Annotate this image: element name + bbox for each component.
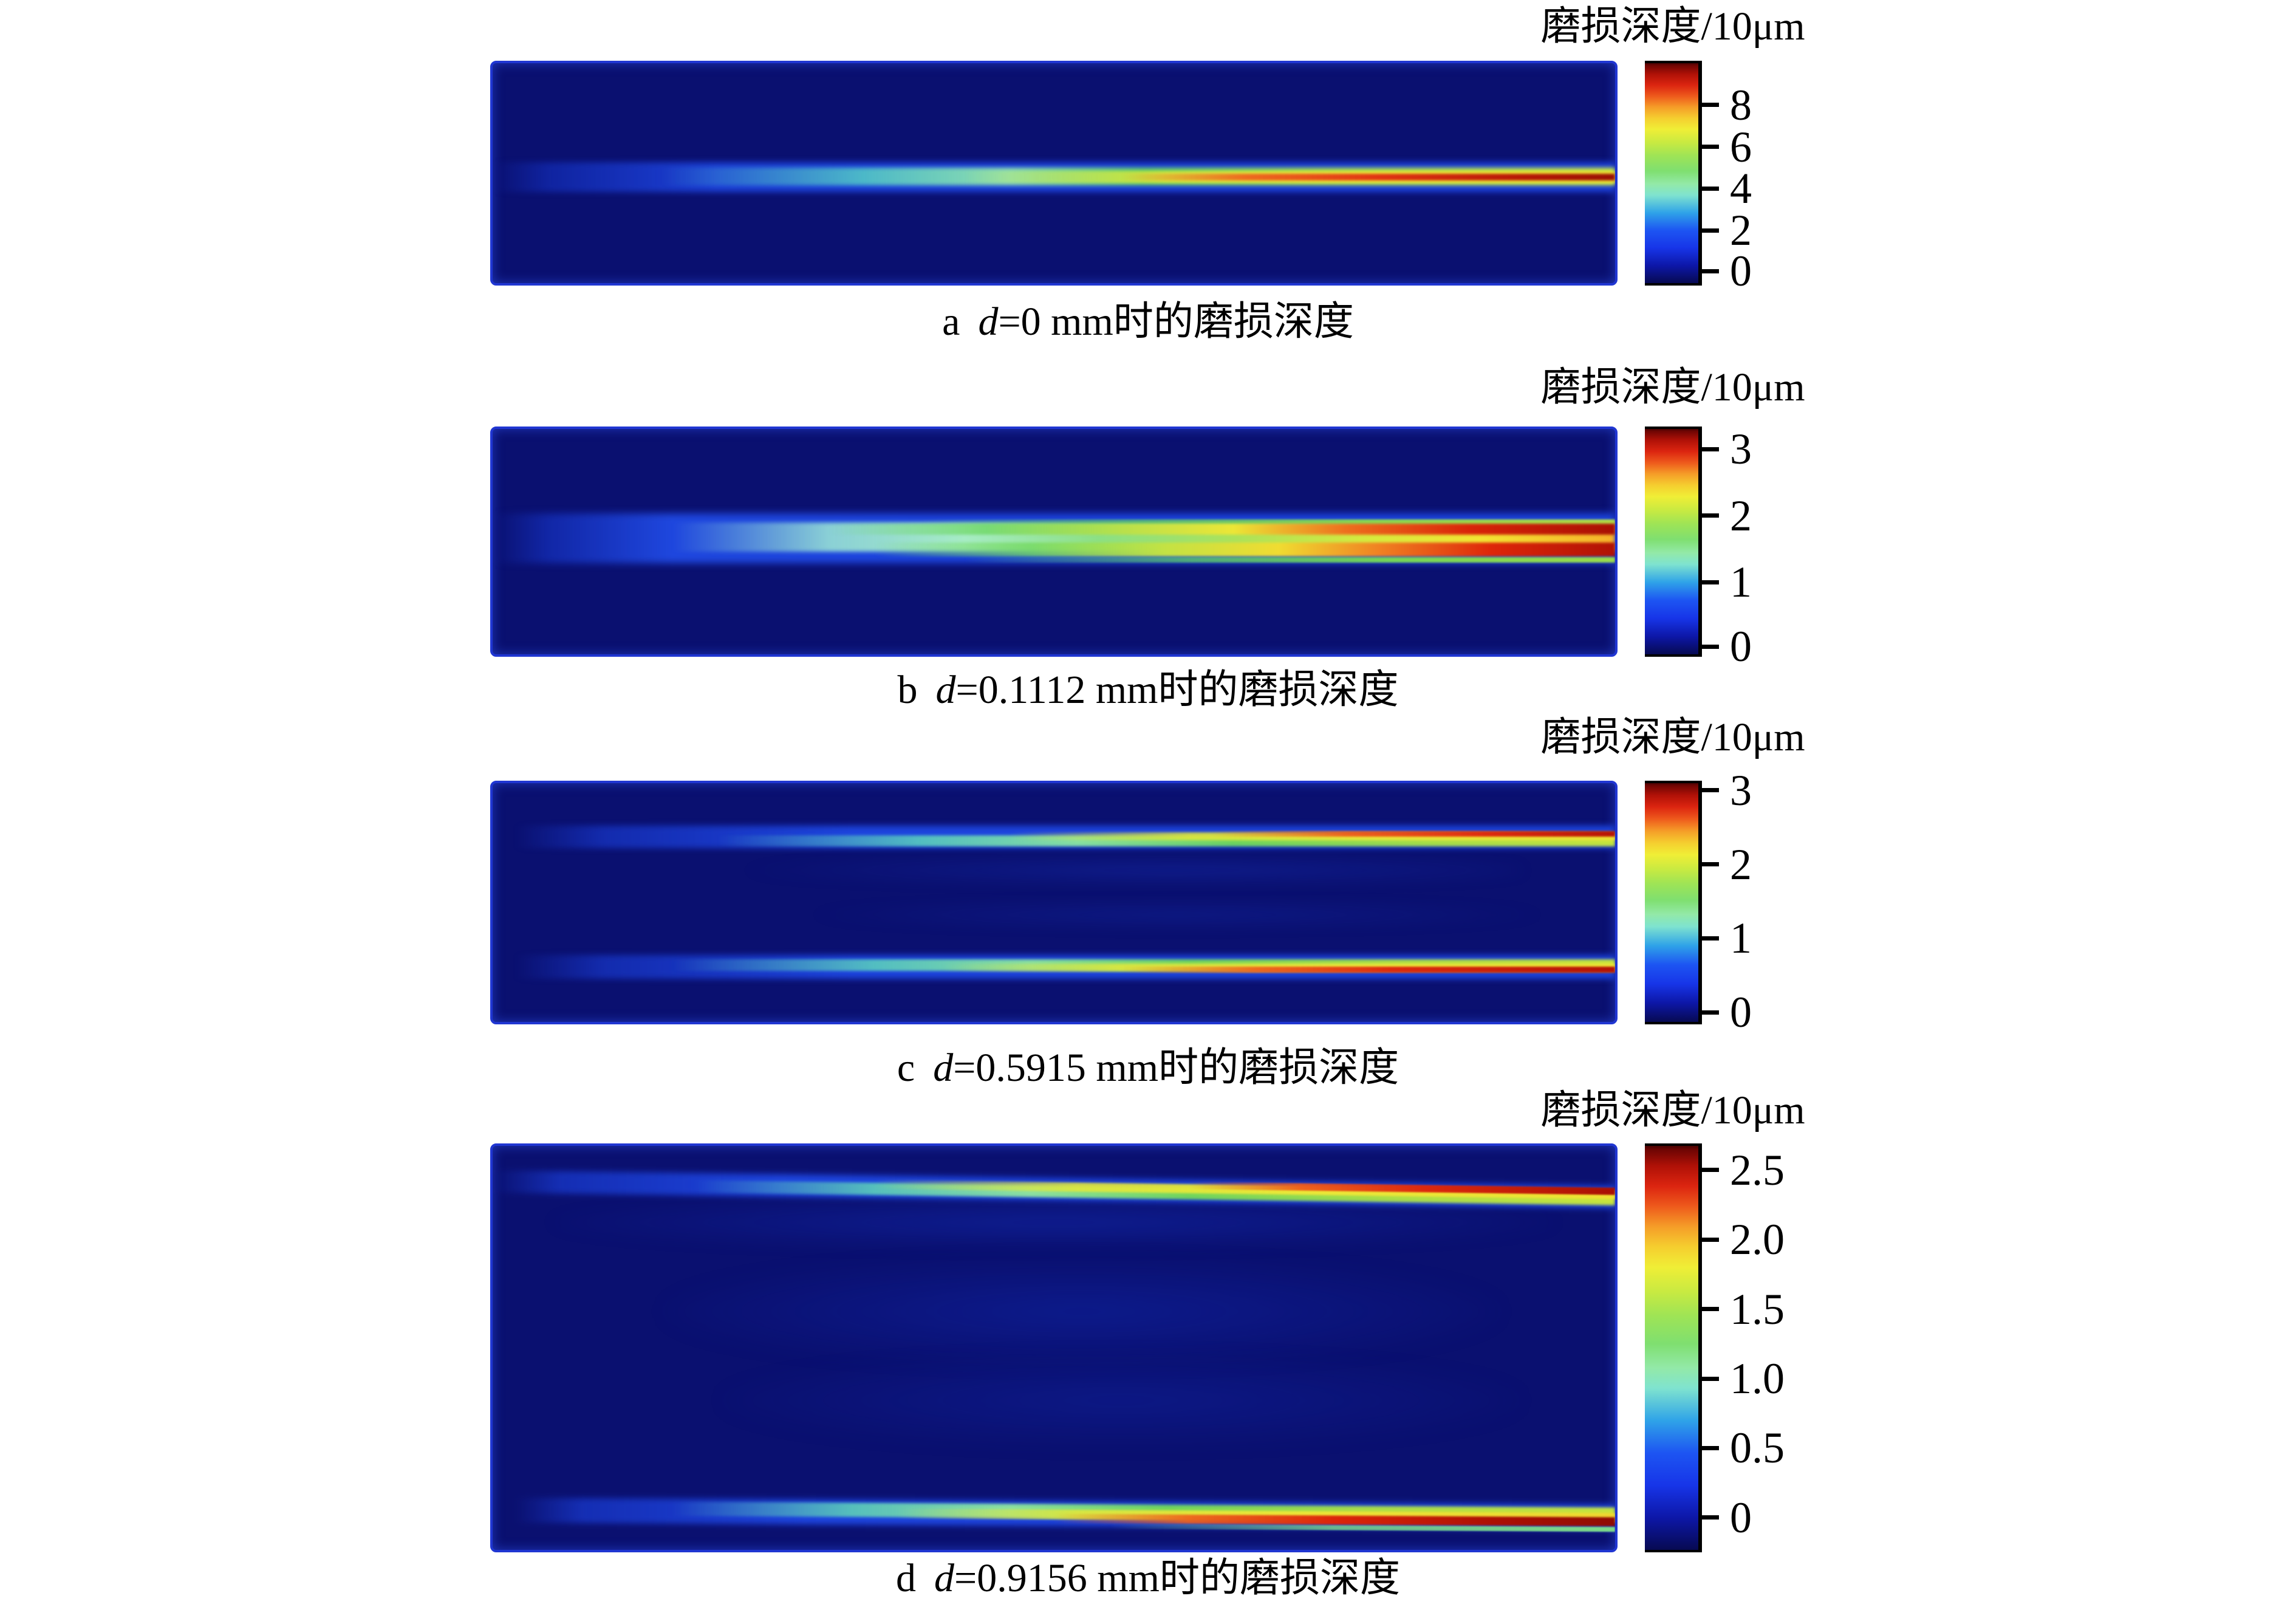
faint-wear-cloud [548,1198,1559,1247]
tick-mark [1698,1515,1719,1520]
caption-text: =0 mm时的磨损深度 [998,300,1354,344]
tick-label: 8 [1730,80,1752,129]
tick-mark [1698,644,1719,649]
tick-mark [1698,1168,1719,1173]
tick-mark [1698,103,1719,108]
caption-b: b d=0.1112 mm时的磨损深度 [541,667,1755,713]
colorbar-tick: 3 [1698,427,1752,471]
caption-d: d d=0.9156 mm时的磨损深度 [541,1555,1755,1602]
colorbar-tick: 3 [1698,769,1752,812]
colorbar-tick: 2.5 [1698,1148,1785,1192]
caption-text: =0.5915 mm时的磨损深度 [953,1046,1399,1090]
tick-mark [1698,269,1719,273]
tick-label: 2 [1730,491,1752,540]
colorbar-b: 3 2 1 0 [1645,427,1752,668]
colorbar-title-c: 磨损深度/10μm [1540,715,1805,759]
tick-mark [1698,580,1719,584]
upper-wear-band-red-core [493,831,1615,837]
faint-wear-cloud [807,902,1548,927]
tick-mark [1698,447,1719,451]
tick-label: 0 [1730,988,1752,1037]
wear-band-green-top-fringe [493,519,1615,526]
tick-mark [1698,1010,1719,1015]
tick-label: 1.0 [1730,1354,1785,1403]
tick-mark [1698,186,1719,191]
tick-label: 0 [1730,1493,1752,1542]
caption-letter: a [942,300,960,344]
colorbar-tick: 1.5 [1698,1287,1785,1331]
caption-text: =0.9156 mm时的磨损深度 [954,1556,1400,1600]
tick-mark [1698,1237,1719,1242]
caption-c: c d=0.5915 mm时的磨损深度 [541,1045,1755,1091]
faint-wear-cloud [739,857,1526,884]
caption-text: =0.1112 mm时的磨损深度 [955,668,1399,712]
caption-letter: b [897,668,918,712]
tick-label: 3 [1730,766,1752,815]
tick-label: 4 [1730,164,1752,213]
wear-band-upper-red-line [493,523,1615,535]
tick-label: 3 [1730,425,1752,474]
colorbar-tick: 0 [1698,1496,1752,1540]
colorbar-d: 2.5 2.0 1.5 1.0 0.5 0 [1645,1143,1785,1552]
colorbar-a: 8 6 4 2 0 [1645,61,1752,293]
colorbar-tick: 0 [1698,990,1752,1034]
colorbar-c: 3 2 1 0 [1645,769,1752,1034]
colorbar-tick: 2 [1698,843,1752,886]
tick-label: 2 [1730,206,1752,255]
wear-band-lower-red-line [493,543,1615,557]
heatmap-panel-a [490,61,1618,286]
heatmap-panel-d [490,1143,1618,1552]
caption-variable: d [978,300,999,344]
tick-label: 2.0 [1730,1215,1785,1264]
tick-mark [1698,513,1719,518]
heatmap-panel-b [490,427,1618,657]
caption-letter: d [896,1556,917,1600]
tick-mark [1698,788,1719,793]
faint-wear-cloud [661,1259,1503,1365]
faint-wear-cloud [717,1355,1526,1445]
tick-label: 0.5 [1730,1424,1785,1473]
colorbar-tick: 2 [1698,494,1752,538]
tick-mark [1698,145,1719,149]
colorbar-tick: 0 [1698,625,1752,668]
colorbar-tick: 0 [1698,249,1752,293]
colorbar-title-d: 磨损深度/10μm [1540,1088,1805,1132]
colorbar-tick: 2.0 [1698,1218,1785,1261]
colorbar-tick: 2 [1698,208,1752,252]
colorbar-title-a: 磨损深度/10μm [1540,4,1805,49]
caption-variable: d [933,1046,954,1090]
colorbar-tick: 0.5 [1698,1426,1785,1470]
colorbar-tick: 8 [1698,83,1752,127]
colorbar-tick: 6 [1698,125,1752,169]
tick-label: 1.5 [1730,1284,1785,1334]
wear-band-red-core [493,173,1615,181]
tick-label: 1 [1730,914,1752,963]
caption-variable: d [935,668,956,712]
tick-label: 0 [1730,247,1752,296]
colorbar-tick: 1 [1698,560,1752,604]
colorbar-title-b: 磨损深度/10μm [1540,365,1805,409]
tick-mark [1698,862,1719,867]
tick-label: 2.5 [1730,1145,1785,1194]
tick-mark [1698,936,1719,941]
heatmap-panel-c [490,781,1618,1024]
tick-mark [1698,1445,1719,1450]
wear-band-green-bottom-fringe [493,557,1615,563]
colorbar-tick: 1 [1698,916,1752,960]
caption-letter: c [897,1046,915,1090]
caption-a: a d=0 mm时的磨损深度 [541,299,1755,345]
colorbar-tick: 1.0 [1698,1357,1785,1400]
tick-mark [1698,1307,1719,1312]
tick-label: 2 [1730,840,1752,889]
tick-label: 6 [1730,122,1752,171]
lower-wear-band-red-core [493,966,1615,973]
tick-label: 0 [1730,622,1752,671]
tick-mark [1698,1376,1719,1381]
caption-variable: d [934,1556,955,1600]
colorbar-tick: 4 [1698,166,1752,210]
tick-mark [1698,228,1719,233]
tick-label: 1 [1730,558,1752,607]
